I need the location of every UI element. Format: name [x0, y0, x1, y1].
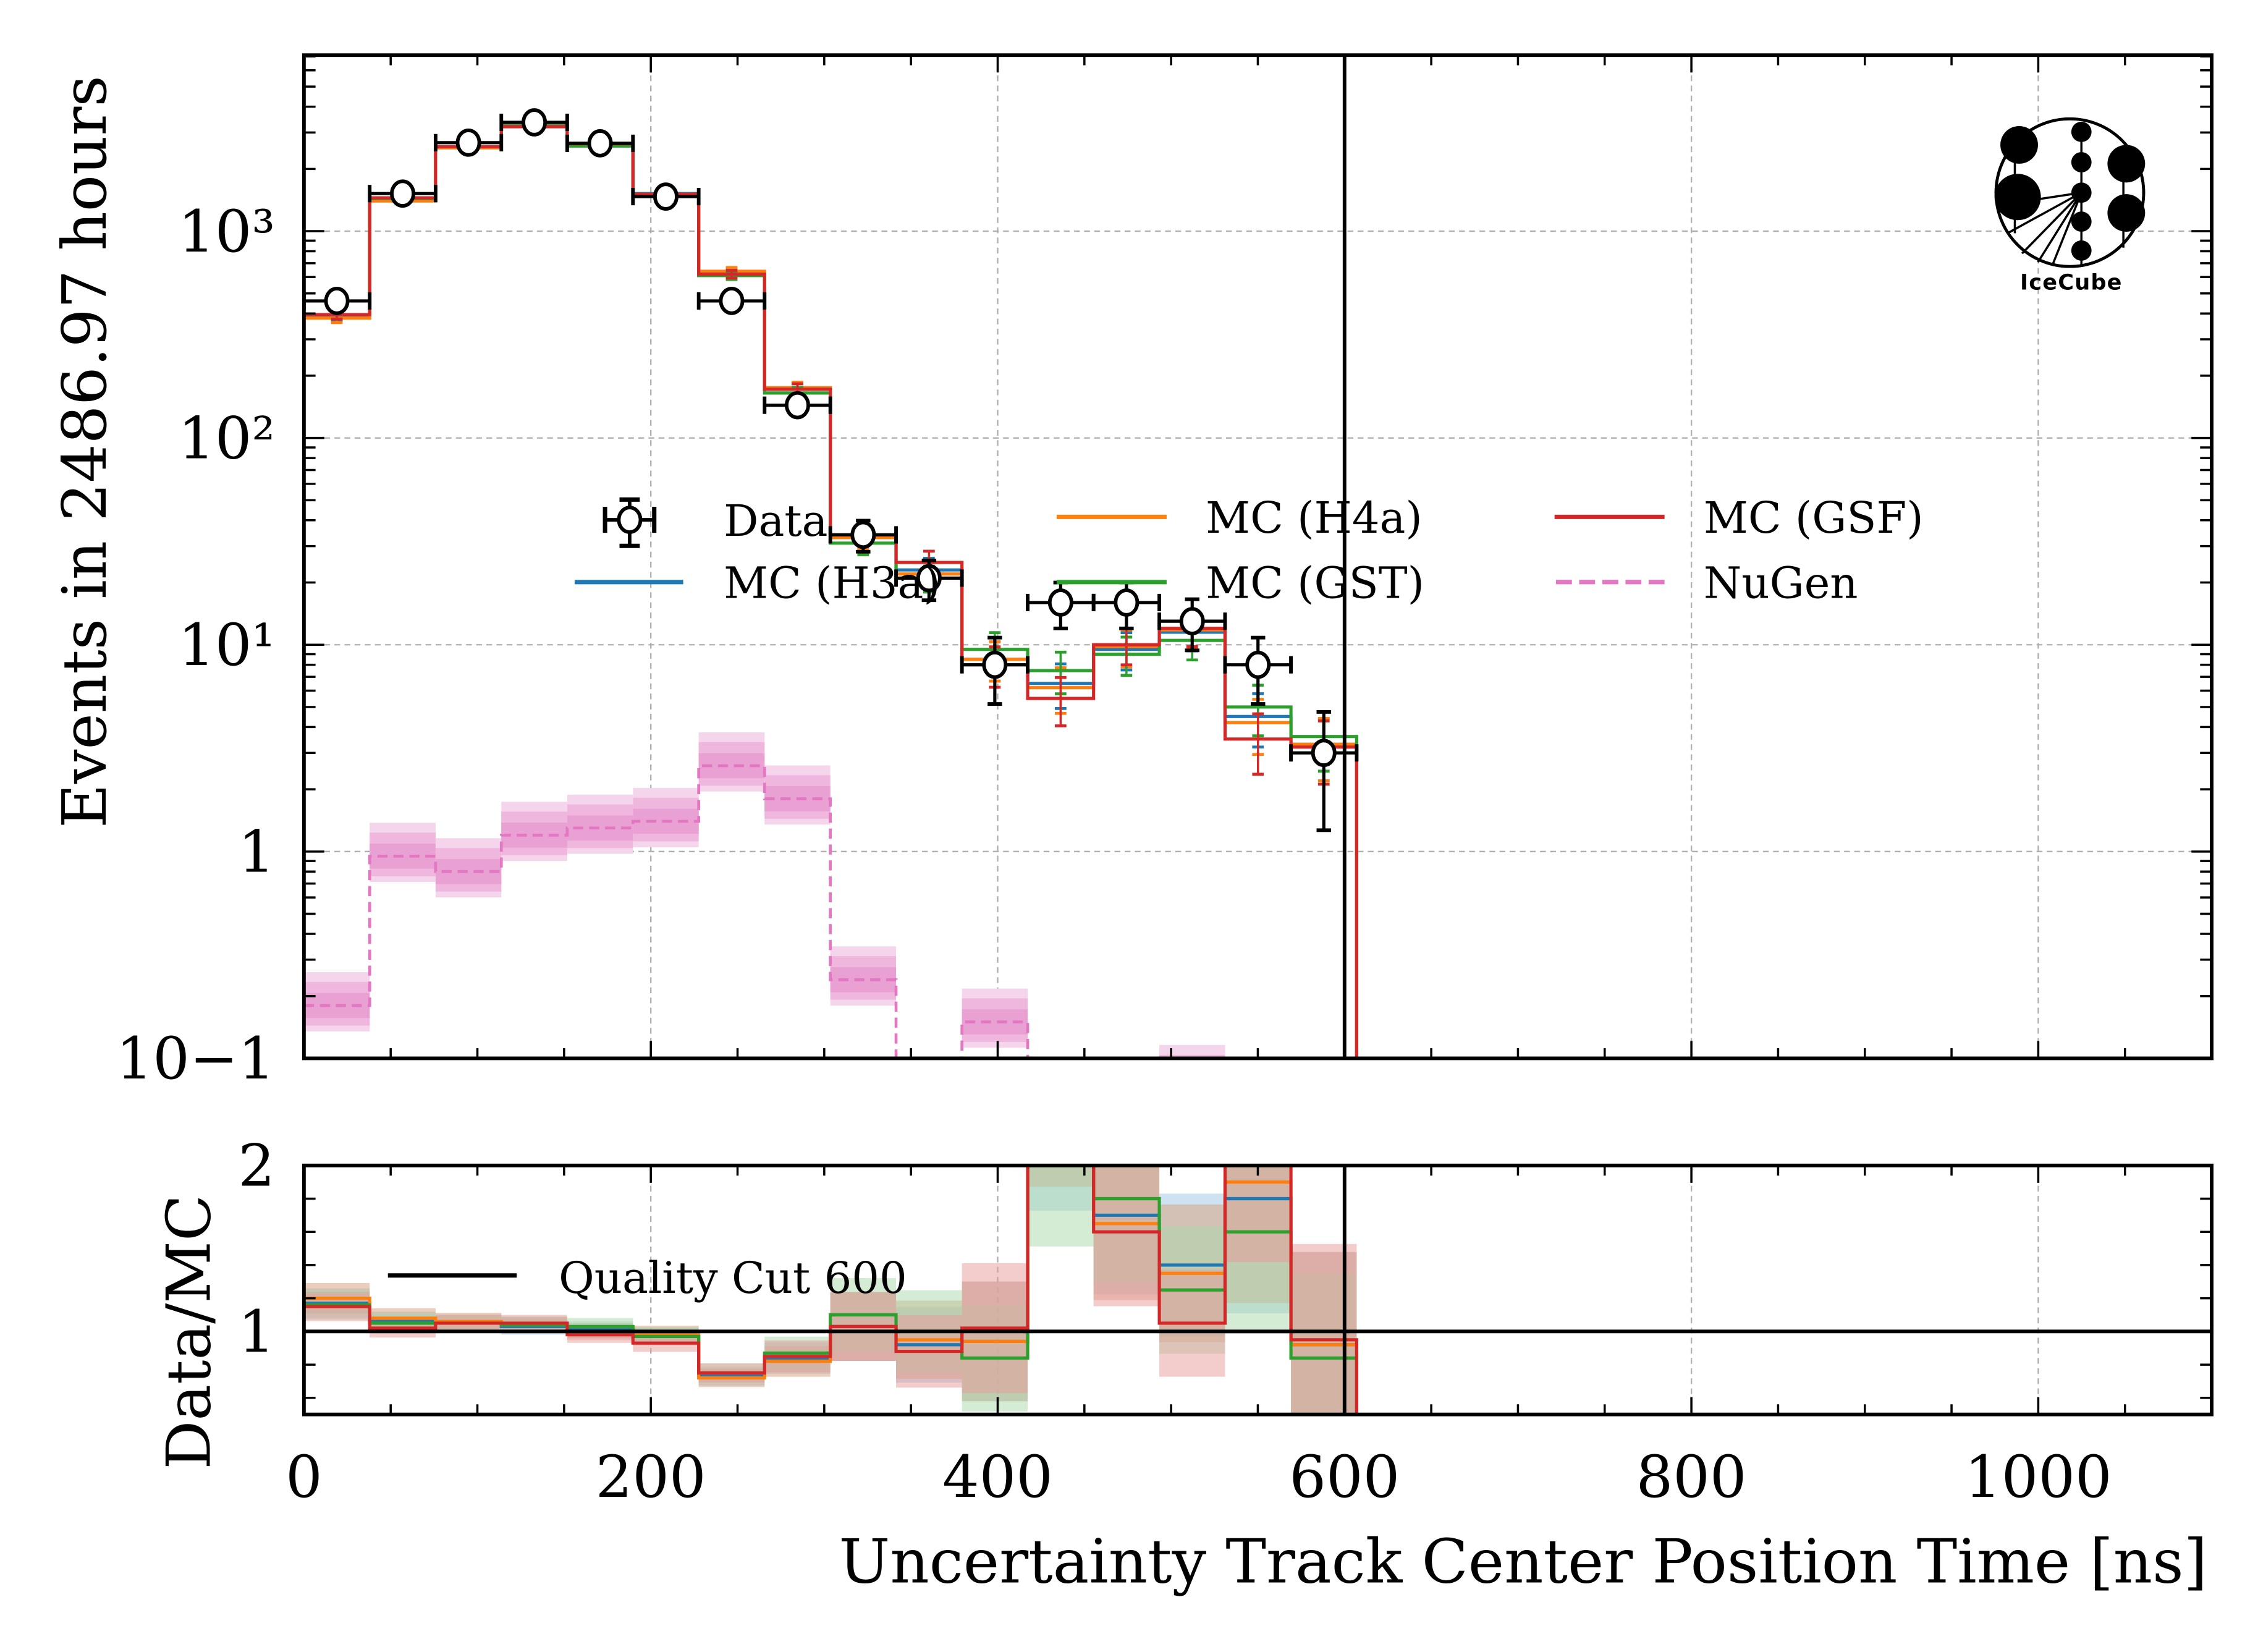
data-point	[303, 287, 372, 315]
y-tick-label-top: 10−1	[116, 1025, 275, 1093]
legend-label-nugen: NuGen	[1704, 558, 1858, 609]
bottom-legend: Quality Cut 600	[387, 1253, 907, 1303]
data-point	[960, 635, 1030, 706]
y-tick-label-bottom: 2	[238, 1133, 275, 1200]
data-marker	[1311, 739, 1337, 768]
ratio-step-mc-gsf-	[303, 1165, 1359, 1415]
data-point	[1289, 710, 1359, 832]
y-axis-title-top: Events in 2486.97 hours	[50, 75, 121, 828]
data-marker	[324, 287, 350, 315]
legend-entry-data: Data	[603, 496, 827, 548]
data-marker	[850, 520, 876, 549]
legend-label-mc-h3a: MC (H3a)	[724, 558, 941, 609]
x-tick-label: 0	[285, 1444, 323, 1511]
data-marker	[982, 650, 1008, 679]
data-point	[565, 129, 635, 158]
legend-label-mc-gsf: MC (GSF)	[1704, 493, 1924, 543]
data-marker	[1047, 588, 1073, 617]
y-tick-label-top: 1	[238, 819, 275, 886]
logo-text: IceCube	[2020, 270, 2123, 295]
y-tick-label-bottom: 1	[238, 1298, 275, 1366]
icecube-logo: IceCube	[1994, 117, 2146, 295]
ratio-step-mc-gst-	[303, 1165, 1359, 1415]
data-point	[1026, 580, 1096, 630]
data-marker	[719, 287, 745, 315]
data-marker	[455, 128, 481, 157]
data-marker	[587, 129, 613, 158]
legend-label-quality-cut: Quality Cut 600	[559, 1253, 907, 1303]
legend: Data MC (H3a) MC (H4a) MC (GST) MC (GSF)…	[574, 493, 1924, 609]
ratio-band	[1028, 1165, 1094, 1247]
x-tick-label: 800	[1636, 1444, 1747, 1511]
x-axis-title: Uncertainty Track Center Position Time […	[839, 1527, 2207, 1597]
y-tick-label-top: 10²	[178, 405, 275, 472]
y-tick-label-top: 10¹	[178, 612, 275, 679]
data-point	[1157, 597, 1227, 653]
ratio-band	[1225, 1165, 1292, 1263]
data-points	[303, 108, 1359, 832]
top-axes-frame	[302, 53, 2214, 1061]
data-point	[894, 558, 964, 603]
x-tick-labels: 0 200 400 600 800 1000	[285, 1444, 2112, 1511]
data-point	[1091, 580, 1161, 630]
legend-label-mc-h4a: MC (H4a)	[1206, 493, 1423, 543]
data-point	[696, 287, 767, 315]
axis-ticks	[303, 55, 2213, 1415]
legend-label-data: Data	[724, 496, 827, 546]
legend-entry-mc-h3a: MC (H3a)	[574, 558, 941, 609]
ratio-band	[1093, 1165, 1160, 1307]
data-marker	[653, 182, 679, 211]
y-tick-labels-top: 10−1 1 10¹ 10² 10³	[116, 198, 275, 1093]
data-marker	[1179, 607, 1205, 635]
data-point	[763, 391, 832, 420]
logo-doms	[1994, 121, 2146, 261]
data-marker	[1114, 588, 1140, 617]
grid-top	[303, 55, 2212, 1059]
data-marker	[916, 564, 942, 593]
mc-step-nugen	[303, 764, 1030, 1059]
x-tick-label: 200	[596, 1444, 706, 1511]
data-marker	[1245, 650, 1271, 679]
legend-entry-mc-gsf: MC (GSF)	[1554, 493, 1924, 543]
legend-label-mc-gst: MC (GST)	[1206, 558, 1424, 609]
ratio-band	[1028, 881, 1094, 1151]
y-axis-title-bottom: Data/MC	[154, 1195, 225, 1470]
data-point	[433, 128, 504, 157]
nugen-uncertainty-bands	[303, 732, 1225, 1059]
legend-entry-nugen: NuGen	[1555, 558, 1858, 609]
data-point	[499, 108, 569, 137]
ratio-histograms	[303, 1165, 1359, 1415]
legend-entry-mc-gst: MC (GST)	[1056, 558, 1424, 609]
x-tick-label: 1000	[1964, 1444, 2112, 1511]
x-tick-label: 400	[942, 1444, 1053, 1511]
ratio-band	[1028, 1165, 1094, 1187]
legend-entry-mc-h4a: MC (H4a)	[1056, 493, 1423, 543]
data-marker	[522, 108, 548, 137]
y-tick-labels-bottom: 12	[238, 1133, 275, 1366]
y-tick-label-top: 10³	[178, 198, 275, 266]
data-marker	[390, 179, 416, 208]
data-point	[368, 179, 438, 208]
x-tick-label: 600	[1289, 1444, 1400, 1511]
data-point	[828, 519, 898, 554]
data-marker	[784, 391, 810, 420]
data-point	[631, 182, 701, 211]
data-point	[1223, 635, 1293, 706]
